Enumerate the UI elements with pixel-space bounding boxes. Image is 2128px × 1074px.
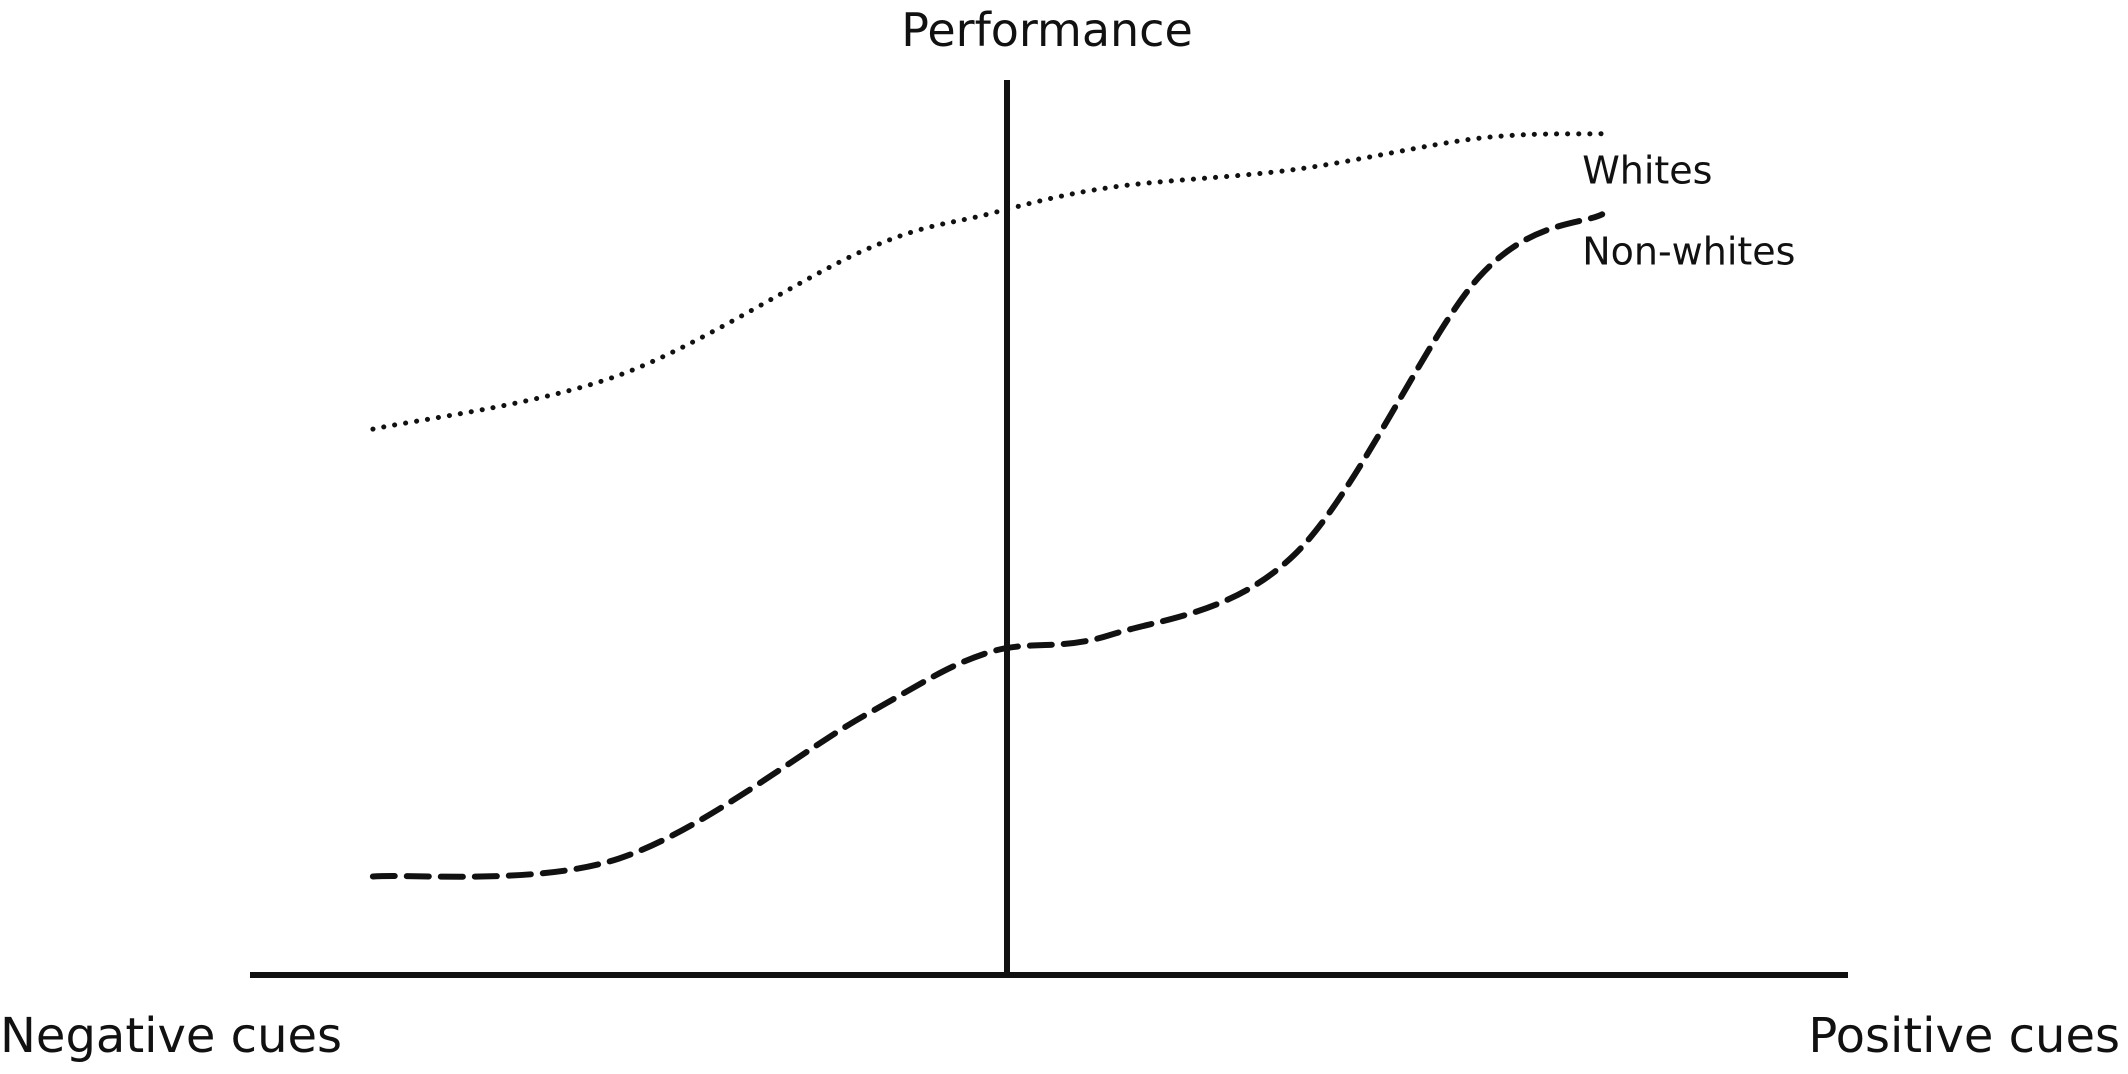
x-axis-label-positive: Positive cues [1808, 1008, 2120, 1064]
series-label-layer: Whites Non-whites [1582, 149, 1795, 274]
series-label-whites: Whites [1582, 149, 1712, 193]
series-line-whites [370, 131, 1605, 432]
y-axis-label: Performance [901, 3, 1193, 57]
series-label-non-whites: Non-whites [1582, 229, 1795, 273]
series-layer [369, 131, 1606, 880]
series-line-non-whites [369, 211, 1606, 880]
x-axis-label-negative: Negative cues [0, 1008, 342, 1064]
